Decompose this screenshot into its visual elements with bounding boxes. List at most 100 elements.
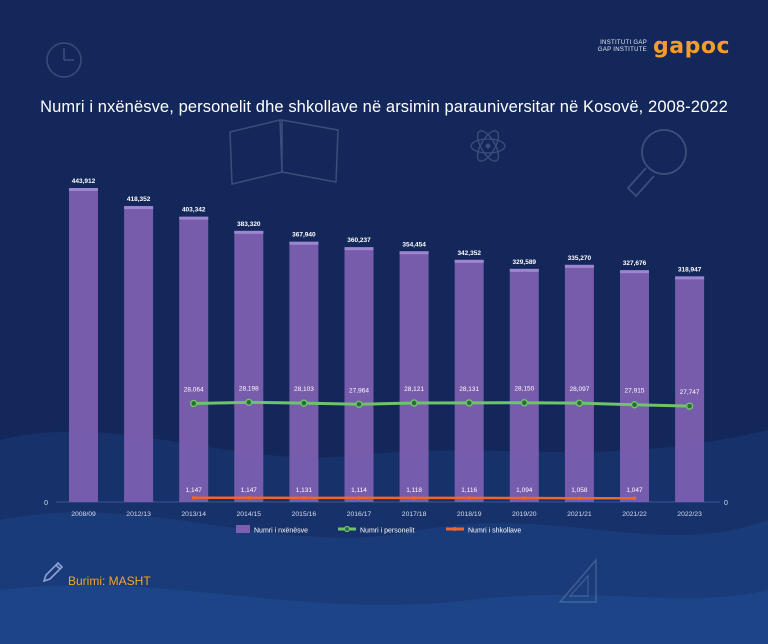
staff-point-6 [410,399,418,407]
bar-value-label-2: 403,342 [182,207,206,214]
x-tick-label-6: 2017/18 [402,511,427,518]
x-tick-label-10: 2021/22 [622,511,647,518]
legend-swatch-students [236,525,250,533]
staff-point-11 [685,402,694,410]
schools-value-label-5: 1,114 [351,487,367,494]
x-tick-label-5: 2016/17 [347,511,372,518]
staff-point-4 [300,399,308,407]
legend-label-schools: Numri i shkollave [468,528,521,535]
clock-icon [46,42,82,78]
x-tick-label-8: 2019/20 [512,511,537,518]
bar-cap-5 [344,247,374,251]
bar-6 [399,251,429,502]
schools-point-3 [247,495,251,500]
bar-cap-0 [69,188,98,191]
bar-7 [454,259,484,502]
triangle-ruler-icon [558,557,597,603]
bar-value-label-6: 354,454 [402,241,426,248]
x-tick-label-0: 2008/09 [71,511,96,518]
staff-value-label-3: 28,198 [239,385,259,392]
staff-value-label-10: 27,915 [625,388,645,395]
schools-value-label-9: 1,058 [571,487,588,494]
bar-0 [69,188,98,502]
bar-cap-6 [399,251,429,255]
bar-cap-10 [620,270,649,274]
bar-value-label-5: 360,237 [347,237,371,244]
bar-2 [179,216,209,502]
schools-point-7 [467,496,472,500]
schools-value-label-7: 1,116 [461,487,477,494]
bar-11 [675,276,705,502]
bar-cap-7 [454,259,484,263]
logo-line-1: INSTITUTI GAP [600,39,647,46]
staff-point-7 [465,399,473,407]
bar-value-label-11: 318,947 [678,266,702,273]
staff-value-label-4: 28,103 [294,386,314,393]
schools-point-10 [632,496,637,501]
bar-cap-2 [179,216,209,220]
schools-point-4 [302,496,306,500]
staff-point-8 [520,399,528,407]
bar-cap-9 [564,264,594,268]
bar-5 [344,247,374,502]
bar-8 [509,268,539,502]
bar-9 [564,264,594,502]
schools-point-9 [577,496,582,501]
staff-point-9 [575,399,584,407]
bar-value-label-8: 329,589 [513,259,537,266]
lightbulb-icon [626,129,687,198]
bar-value-label-9: 335,270 [568,255,592,262]
source-note: Burimi: MASHT [68,574,151,588]
bar-value-label-0: 443,912 [72,178,96,185]
schools-value-label-2: 1,147 [186,487,203,494]
logo-wordmark: gapoc [653,34,730,59]
chart-title: Numri i nxënësve, personelit dhe shkolla… [40,98,728,116]
staff-point-5 [355,400,363,409]
schools-point-5 [357,496,361,500]
x-tick-label-1: 2012/13 [126,511,151,518]
schools-value-label-6: 1,118 [406,487,422,494]
bar-value-label-10: 327,676 [623,260,647,267]
bar-cap-4 [289,241,319,245]
book-icon [229,119,339,185]
schools-value-label-3: 1,147 [241,487,258,494]
staff-line [193,400,690,408]
bar-value-label-7: 342,352 [457,250,481,257]
legend-marker-staff [343,525,351,533]
pencil-icon [42,561,64,583]
staff-value-label-11: 27,747 [680,389,700,396]
bar-4 [289,241,319,503]
bar-cap-1 [124,206,154,210]
bar-10 [620,270,649,502]
x-tick-label-3: 2014/15 [237,511,262,518]
y-left-zero-label: 0 [44,500,48,507]
atom-icon [470,130,506,162]
x-tick-label-11: 2022/23 [677,511,702,518]
bar-3 [234,230,264,502]
staff-value-label-8: 28,150 [514,386,534,393]
logo-line-2: GAP INSTITUTE [597,46,647,53]
bar-cap-11 [675,276,705,280]
schools-point-2 [191,495,196,500]
bar-cap-8 [509,268,539,272]
y-right-zero-label: 0 [724,500,728,507]
staff-value-label-5: 27,964 [349,387,369,394]
legend-marker-schools [453,527,457,531]
bar-1 [124,206,154,502]
x-tick-label-9: 2021/21 [567,511,592,518]
bar-value-label-3: 383,320 [237,221,261,228]
x-tick-label-2: 2013/14 [181,511,206,518]
x-tick-label-4: 2015/16 [292,511,317,518]
schools-value-label-4: 1,131 [296,487,313,494]
schools-point-6 [412,496,416,500]
staff-value-label-6: 28,121 [404,386,424,393]
staff-value-label-7: 28,131 [459,386,479,393]
staff-value-label-2: 28,064 [184,386,204,393]
staff-value-label-9: 28,097 [569,386,589,393]
bar-cap-3 [234,230,264,234]
schools-value-label-8: 1,094 [516,487,533,494]
bar-value-label-4: 367,940 [292,232,316,239]
staff-point-2 [189,399,198,408]
schools-value-label-10: 1,047 [626,487,643,494]
